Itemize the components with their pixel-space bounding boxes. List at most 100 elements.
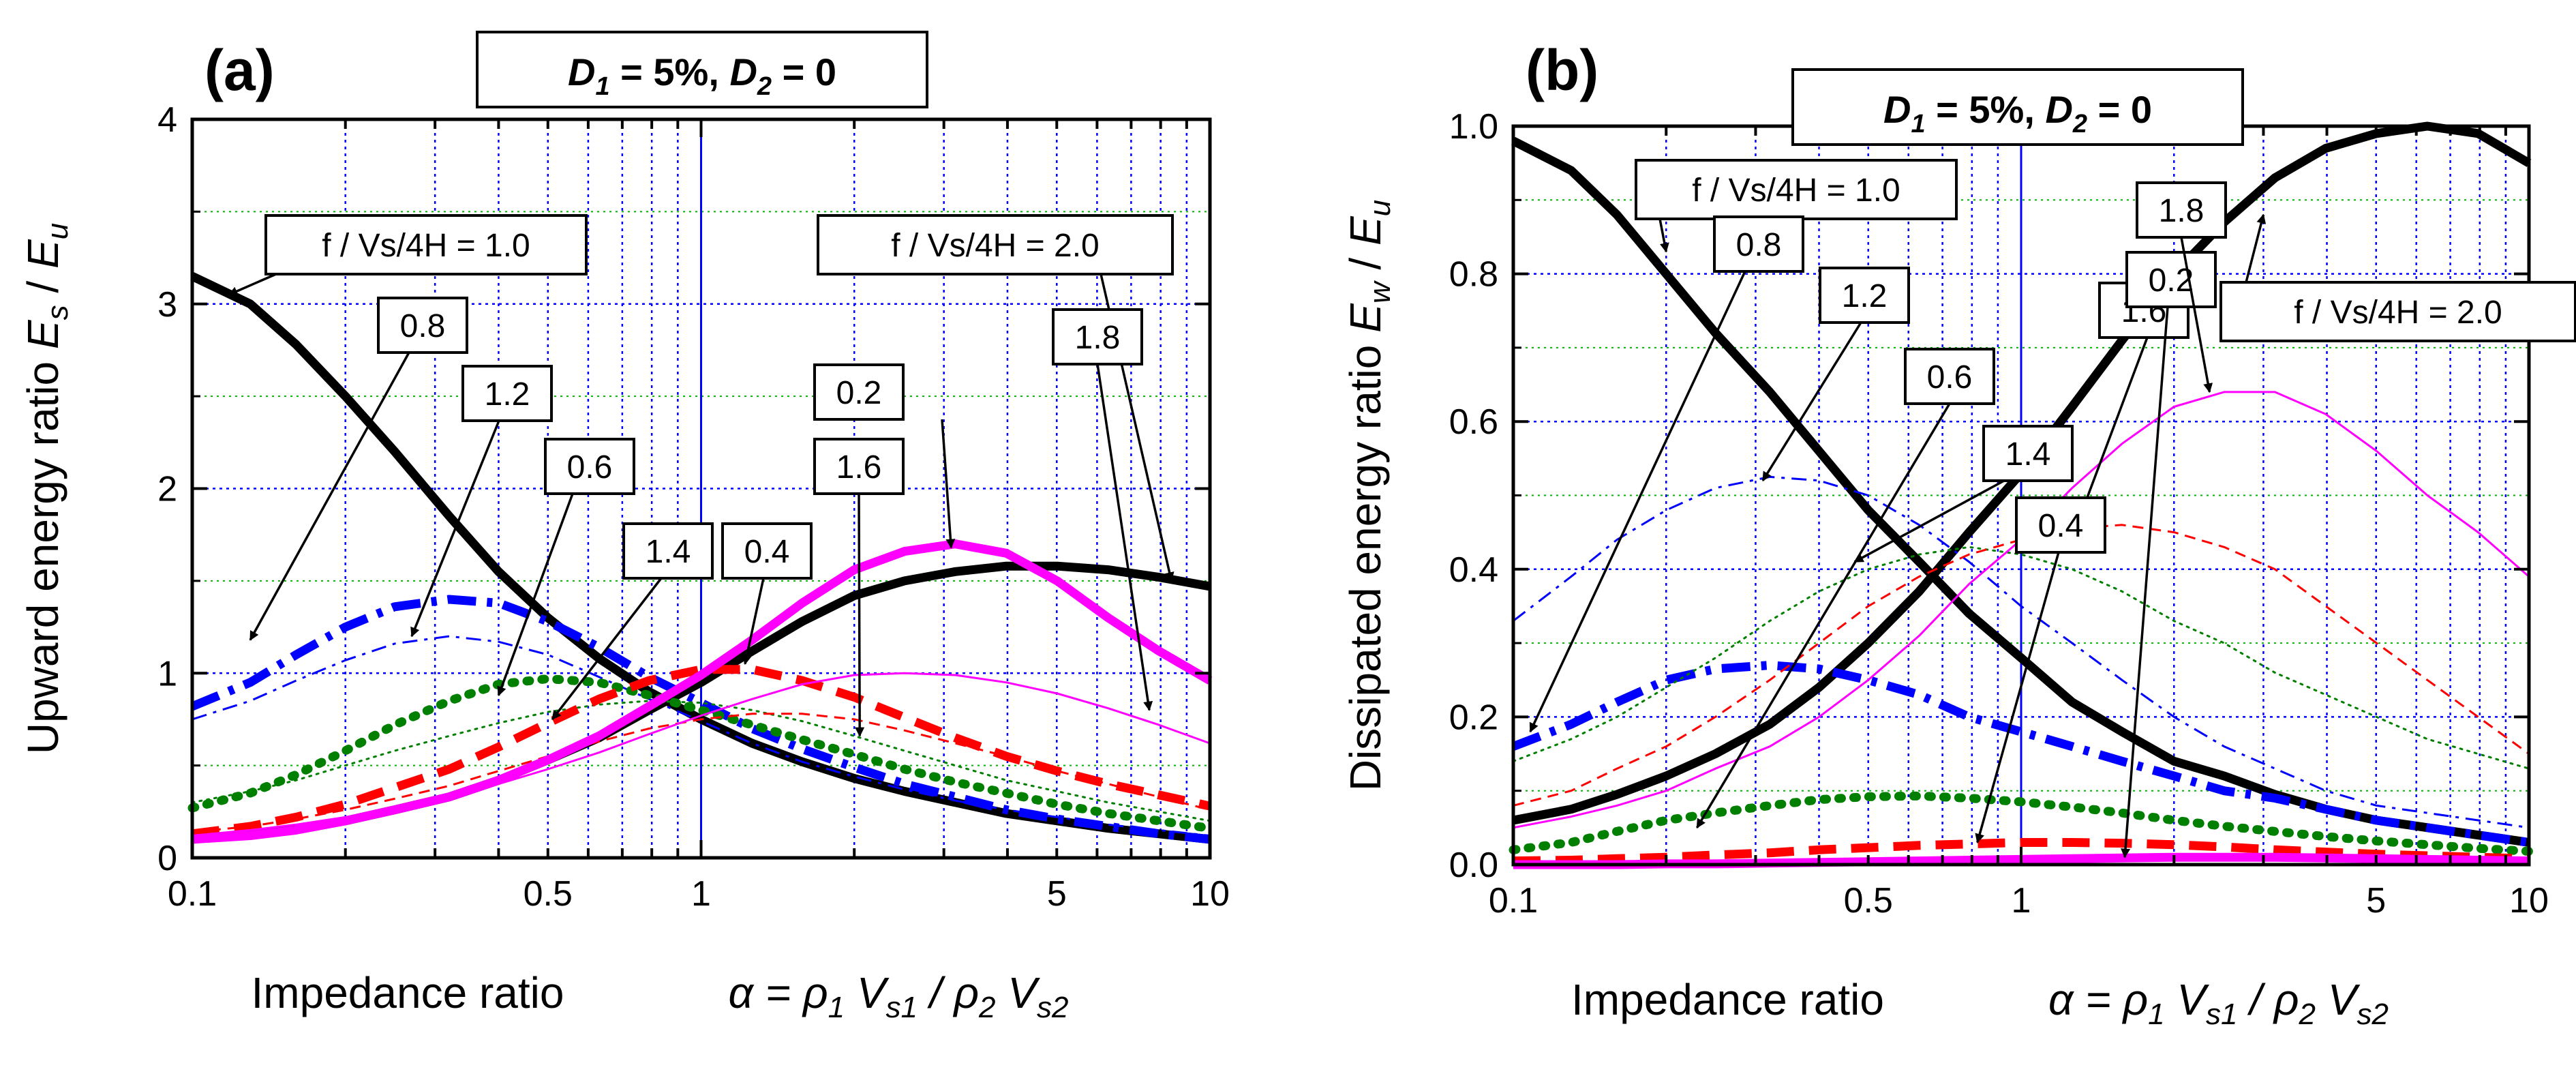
text-part: D xyxy=(729,50,757,93)
annotation-arrow xyxy=(497,493,574,697)
series-group xyxy=(187,272,1215,844)
y-axis: 0.0 0.2 0.4 0.6 0.8 1.0 xyxy=(1449,107,2529,885)
text-part: ρ xyxy=(2121,975,2148,1024)
y-tick-label: 0.8 xyxy=(1449,255,1498,295)
text-part: E xyxy=(1341,215,1390,245)
x-tick-label: 1 xyxy=(2012,881,2031,921)
text-part: Dissipated energy ratio xyxy=(1341,333,1390,791)
annotation-box xyxy=(622,522,714,580)
annotation-arrow xyxy=(2121,306,2169,858)
annotation-arrow xyxy=(2245,213,2267,283)
annotation-box xyxy=(817,214,1174,275)
text-part: D xyxy=(2045,88,2072,131)
y-tick-label: 0 xyxy=(157,839,177,878)
series-line-1-2-thin xyxy=(1513,475,2530,829)
text-part: Upward energy ratio xyxy=(18,349,67,754)
chart-panel-b: 0.0 0.2 0.4 0.6 0.8 1.0 0.1 0.5 1 5 10 (b) D1 = 5%, … xyxy=(1341,38,2576,1031)
text-part: = xyxy=(2074,975,2123,1024)
annotation-arrow xyxy=(742,578,765,666)
text-part: u xyxy=(1363,200,1397,216)
text-part: s xyxy=(41,305,74,320)
series-line-0-6-thick xyxy=(1509,791,2534,856)
text-part: α xyxy=(729,968,755,1017)
annotations: f / Vs/4H = 1.0 f / Vs/4H = 2.0 0.8 1.2 0.6 1… xyxy=(1529,159,2576,858)
text-part: E xyxy=(1341,303,1390,333)
series-line-0-8-thick xyxy=(190,595,1211,844)
series-line-0-4-thick xyxy=(1513,838,2530,866)
text-part: α xyxy=(2048,975,2074,1024)
text-part: s1 xyxy=(2206,998,2237,1031)
annotation-arrow xyxy=(1529,271,1746,733)
annotation-box xyxy=(1819,267,1910,324)
y-tick-label: 1.0 xyxy=(1449,107,1498,147)
text-part: = 0 xyxy=(2087,88,2152,131)
annotation-arrow xyxy=(1695,403,1951,829)
text-part: s2 xyxy=(1037,991,1068,1024)
annotation-box xyxy=(1052,308,1143,365)
text-part: u xyxy=(41,223,74,239)
text-part: = 5%, xyxy=(1926,88,2046,131)
text-part: s1 xyxy=(886,991,918,1024)
header-box-frame xyxy=(1791,68,2244,146)
text-part: / xyxy=(1341,245,1390,282)
x-tick-label: 0.1 xyxy=(1489,881,1538,921)
text-part: ρ xyxy=(2273,975,2299,1024)
annotation-arrow xyxy=(2180,237,2213,393)
text-part: 2 xyxy=(757,72,772,101)
series-line-1-6-thin xyxy=(192,713,1211,833)
x-tick-label: 0.5 xyxy=(1844,881,1893,921)
annotation-arrow xyxy=(410,420,500,638)
annotation-label-1-4: 1.4 xyxy=(2005,436,2051,473)
text-part: 1 xyxy=(1911,110,1925,138)
y-tick-label: 1 xyxy=(157,654,177,693)
text-part: D xyxy=(1883,88,1911,131)
series-line-0-2-thick xyxy=(192,539,1213,844)
annotation-box xyxy=(813,363,905,421)
series-line-1-8-thin xyxy=(192,672,1211,837)
annotation-arrow xyxy=(551,577,663,721)
annotation-box xyxy=(544,438,635,495)
text-part: V xyxy=(845,968,890,1017)
annotation-box xyxy=(1713,215,1804,273)
series-line-0-8-thick xyxy=(1511,661,2530,847)
annotation-arrow xyxy=(228,273,277,296)
y-tick-label: 0.6 xyxy=(1449,402,1498,442)
x-axis: 0.1 0.5 1 5 10 xyxy=(168,119,1230,914)
annotation-label-0-8: 0.8 xyxy=(1736,227,1782,263)
x-tick-label: 0.5 xyxy=(524,874,573,914)
annotation-box xyxy=(721,522,813,580)
y-axis-label: Upward energy ratio Es / Eu xyxy=(18,223,74,754)
text-part: 1 xyxy=(828,991,845,1024)
text-part: V xyxy=(2165,975,2210,1024)
annotation-label-1-8: 1.8 xyxy=(2159,193,2204,229)
x-tick-label: 5 xyxy=(2366,881,2386,921)
annotation-box xyxy=(2125,251,2217,308)
series-line-1-4-thin xyxy=(191,700,1211,822)
annotation-label-2-0: f / Vs/4H = 2.0 xyxy=(2294,295,2502,331)
text-part: E xyxy=(18,239,67,269)
text-part: V xyxy=(2316,975,2361,1024)
annotation-box xyxy=(2015,496,2106,554)
x-tick-label: 10 xyxy=(2509,881,2549,921)
annotation-arrow xyxy=(1096,363,1153,711)
x-tick-label: 5 xyxy=(1047,874,1067,914)
annotation-label-1-6: 1.6 xyxy=(836,449,882,485)
annotation-arrow xyxy=(249,352,410,641)
annotation-box xyxy=(2136,181,2227,239)
text-part: / xyxy=(918,968,954,1017)
annotation-box xyxy=(1635,159,1958,220)
text-part: ρ xyxy=(802,968,828,1017)
text-part: = 5%, xyxy=(610,50,730,93)
x-tick-label: 10 xyxy=(1190,874,1230,914)
x-axis-formula: α = ρ1 Vs1 / ρ2 Vs2 xyxy=(2048,975,2389,1031)
panel-label: (b) xyxy=(1526,38,1598,102)
y-axis: 0 1 2 3 4 xyxy=(157,100,1210,878)
y-tick-label: 0.0 xyxy=(1449,846,1498,885)
text-part: V xyxy=(996,968,1041,1017)
text-part: ρ xyxy=(952,968,979,1017)
series-group xyxy=(1509,121,2534,869)
annotation-box xyxy=(1904,348,1995,405)
text-part: w xyxy=(1363,280,1397,303)
annotation-box xyxy=(461,365,553,422)
